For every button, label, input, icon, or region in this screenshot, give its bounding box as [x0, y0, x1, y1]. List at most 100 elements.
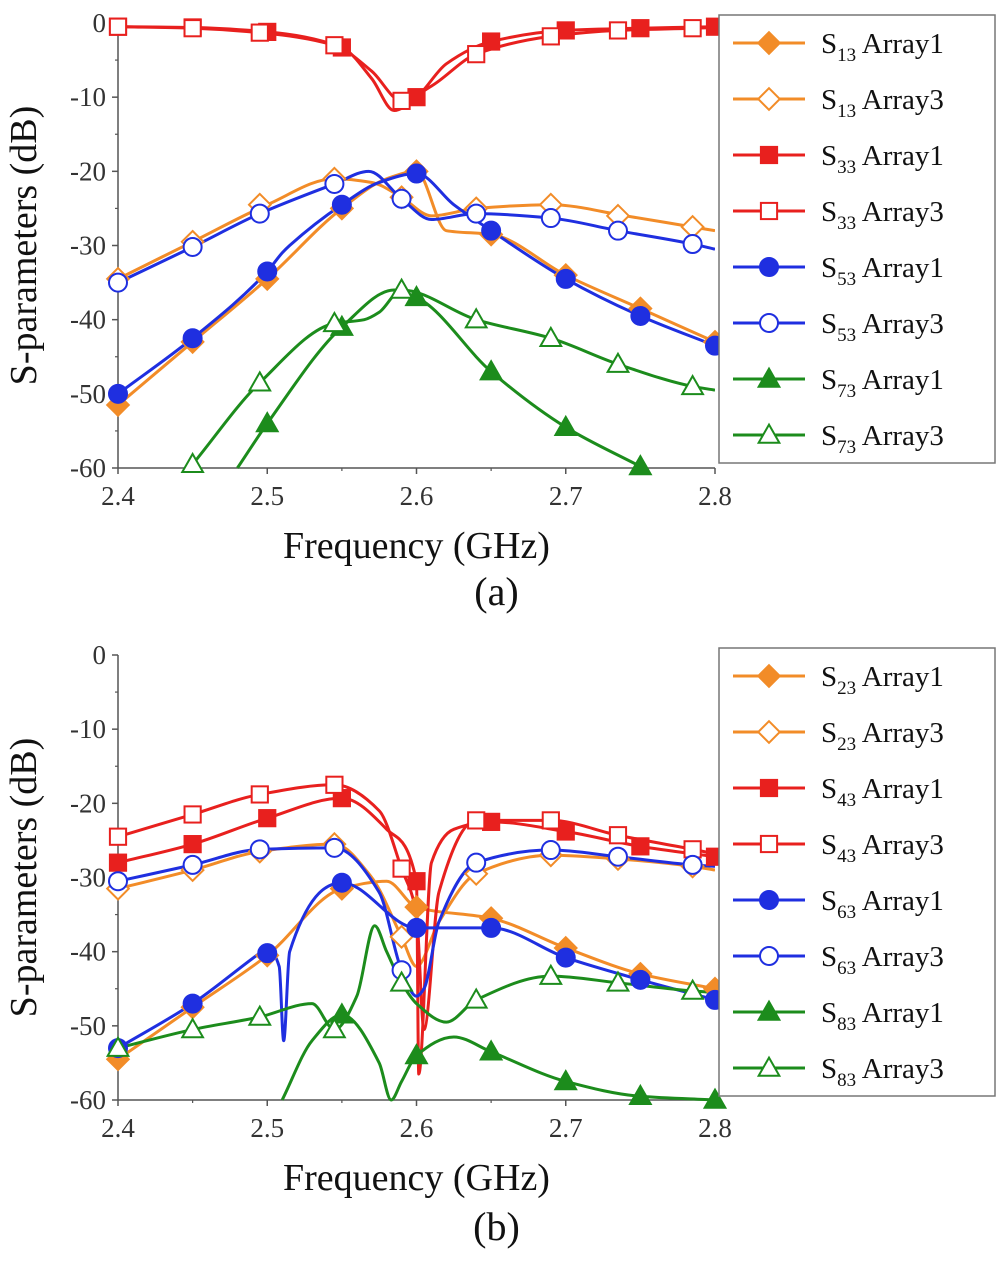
x-tick-label: 2.8 — [698, 481, 732, 511]
legend-marker — [759, 257, 779, 277]
legend-marker — [759, 313, 779, 333]
data-point — [555, 947, 576, 968]
data-point — [108, 17, 128, 36]
legend-entry: S33 Array3 — [733, 196, 944, 234]
data-point — [683, 19, 702, 38]
data-point — [250, 23, 269, 42]
data-point — [331, 194, 352, 215]
y-tick-label: -50 — [70, 379, 106, 409]
data-point — [631, 19, 650, 38]
y-axis-title: S-parameters (dB) — [3, 738, 45, 1018]
data-point — [407, 88, 426, 107]
series-line — [118, 172, 715, 396]
legend-entry: S13 Array1 — [733, 28, 944, 66]
data-point — [555, 268, 576, 289]
data-point — [247, 370, 272, 392]
legend-label: S13 Array1 — [821, 28, 944, 66]
legend-label: S63 Array3 — [821, 941, 944, 979]
data-point — [257, 943, 278, 964]
panel-label: (b) — [473, 1204, 520, 1249]
data-point — [180, 1017, 205, 1039]
data-point — [605, 970, 631, 992]
data-point — [108, 383, 128, 404]
legend-marker — [756, 999, 782, 1021]
legend-entry: S63 Array1 — [733, 885, 944, 923]
data-point — [467, 45, 486, 64]
data-point — [464, 987, 489, 1009]
data-point — [481, 220, 502, 241]
data-point — [108, 853, 128, 872]
legend-box — [718, 647, 996, 1097]
data-point — [631, 837, 650, 856]
legend-box — [718, 14, 996, 464]
panel-label: (a) — [474, 569, 518, 614]
data-point — [540, 840, 561, 861]
data-point — [247, 1004, 272, 1026]
legend-entry: S73 Array3 — [733, 420, 944, 458]
data-point — [331, 872, 352, 893]
data-point — [538, 963, 563, 985]
legend-label: S33 Array1 — [821, 140, 944, 178]
markers — [105, 17, 728, 476]
data-point — [540, 208, 561, 229]
data-point — [605, 351, 631, 373]
y-axis-title: S-parameters (dB) — [3, 106, 45, 386]
data-point — [108, 272, 128, 293]
data-point — [391, 188, 412, 209]
data-point — [556, 822, 575, 841]
x-tick-label: 2.5 — [250, 481, 284, 511]
y-tick-label: -20 — [70, 788, 106, 818]
legend-label: S53 Array3 — [821, 308, 944, 346]
legend-marker — [759, 946, 779, 966]
y-tick-label: -30 — [70, 231, 106, 261]
legend-marker — [756, 366, 782, 388]
data-point — [479, 359, 504, 381]
x-tick-label: 2.4 — [101, 1113, 135, 1143]
y-tick-label: 0 — [93, 8, 107, 38]
data-point — [482, 32, 501, 51]
data-point — [389, 277, 414, 299]
data-point — [324, 837, 345, 858]
data-point — [182, 993, 203, 1014]
legend: S23 Array1 S23 Array3 S43 Array1 S43 Array3… — [718, 647, 996, 1097]
data-point — [105, 1035, 131, 1057]
legend-label: S23 Array1 — [821, 661, 944, 699]
data-point — [392, 859, 411, 878]
chart-panel-a: 0 -10 -20 -30 -40 -50 -602.4 2.5 2.6 2.7 2.8 Freque… — [3, 8, 996, 614]
markers — [105, 775, 728, 1109]
legend-marker — [759, 834, 779, 854]
series-s23-array1 — [118, 879, 715, 1061]
data-point — [407, 872, 426, 891]
y-tick-label: -20 — [70, 156, 106, 186]
data-point — [541, 27, 560, 46]
series-line — [236, 288, 642, 469]
legend-label: S73 Array3 — [821, 420, 944, 458]
data-point — [258, 809, 277, 828]
legend-marker — [759, 890, 779, 910]
data-point — [682, 854, 703, 875]
data-point — [553, 1069, 578, 1091]
legend-marker — [756, 663, 782, 689]
data-point — [466, 203, 487, 224]
data-point — [541, 811, 560, 830]
data-point — [324, 173, 345, 194]
y-tick-label: -60 — [70, 1085, 106, 1115]
x-tick-label: 2.7 — [549, 1113, 583, 1143]
data-point — [680, 978, 705, 1000]
data-point — [464, 307, 489, 329]
data-point — [479, 1039, 504, 1061]
legend-marker — [759, 778, 779, 798]
legend-entry: S43 Array1 — [733, 773, 944, 811]
data-point — [467, 811, 486, 830]
series-s53-array1 — [118, 172, 715, 396]
legend-label: S43 Array3 — [821, 829, 944, 867]
y-tick-label: -40 — [70, 937, 106, 967]
y-tick-label: -50 — [70, 1011, 106, 1041]
series-s73-array1 — [236, 288, 642, 469]
legend-entry: S83 Array3 — [733, 1053, 944, 1091]
data-point — [466, 852, 487, 873]
x-axis-title: Frequency (GHz) — [283, 525, 550, 567]
y-tick-label: -10 — [70, 82, 106, 112]
legend-label: S83 Array3 — [821, 1053, 944, 1091]
